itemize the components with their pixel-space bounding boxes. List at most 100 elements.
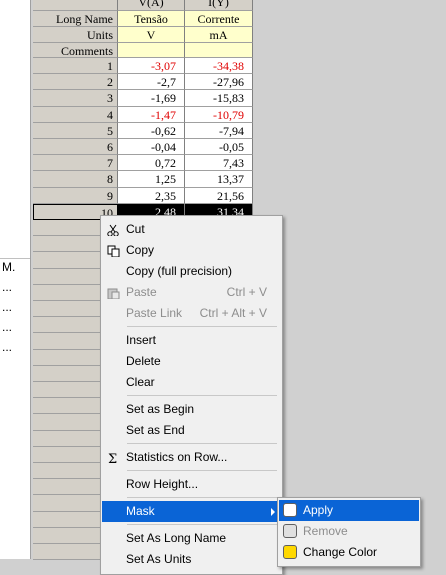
data-cell[interactable]: -1,47 [118, 106, 185, 123]
menu-item[interactable]: Cut [102, 219, 281, 240]
menu-item[interactable]: Statistics on Row... Σ [102, 447, 281, 468]
menu-item[interactable]: Set as End [102, 420, 281, 441]
menu-label: Cut [126, 222, 145, 236]
submenu-item: Remove [279, 521, 419, 542]
menu-item: Paste Link Ctrl + Alt + V [102, 303, 281, 324]
submenu-label: Apply [303, 503, 334, 517]
data-cell[interactable]: 13,37 [185, 171, 253, 188]
menu-icon: Σ [107, 451, 120, 464]
data-cell[interactable]: -7,94 [185, 122, 253, 139]
row-header: 7 [33, 155, 118, 172]
menu-label: Row Height... [126, 477, 199, 491]
menu-item[interactable]: Delete [102, 351, 281, 372]
submenu-icon [283, 524, 297, 538]
meta-cell: mA [185, 27, 253, 43]
tree-item: M. [2, 260, 16, 274]
meta-cell: Tensão [118, 11, 185, 27]
submenu-icon [283, 545, 297, 559]
row-label: Long Name [33, 11, 118, 27]
menu-icon [107, 223, 120, 236]
menu-item[interactable]: Copy [102, 240, 281, 261]
menu-label: Set as End [126, 423, 185, 437]
menu-label: Mask [126, 504, 155, 518]
svg-text:Σ: Σ [108, 452, 117, 464]
menu-item[interactable]: Set As Long Name [102, 528, 281, 549]
submenu-item[interactable]: Change Color [279, 542, 419, 563]
menu-icon [107, 286, 120, 299]
menu-label: Copy (full precision) [126, 264, 233, 278]
data-cell[interactable]: -1,69 [118, 90, 185, 107]
menu-icon [107, 244, 120, 257]
row-label: Units [33, 27, 118, 43]
divider [0, 258, 30, 259]
row-header: 4 [33, 106, 118, 123]
data-cell[interactable]: 1,25 [118, 171, 185, 188]
data-cell[interactable]: -3,07 [118, 58, 185, 75]
data-cell[interactable]: 21,56 [185, 187, 253, 204]
menu-label: Insert [126, 333, 157, 347]
row-label: Comments [33, 43, 118, 58]
row-header: 1 [33, 58, 118, 75]
submenu-label: Change Color [303, 545, 378, 559]
menu-item[interactable]: Set as Begin [102, 399, 281, 420]
context-menu: Cut Copy Copy (full precision) Paste Ctrl + … [100, 215, 283, 575]
menu-separator [127, 470, 277, 471]
menu-item[interactable]: Clear [102, 372, 281, 393]
menu-label: Paste Link [126, 306, 183, 320]
menu-label: Set as Begin [126, 402, 195, 416]
submenu-icon [283, 503, 297, 517]
tree-item: ... [2, 340, 13, 354]
submenu-label: Remove [303, 524, 348, 538]
row-header: 5 [33, 122, 118, 139]
data-cell[interactable]: -10,79 [185, 106, 253, 123]
row-header: 8 [33, 171, 118, 188]
menu-label: Set As Units [126, 552, 192, 566]
left-panel: M............. [0, 0, 31, 559]
submenu: Apply Remove Change Color [277, 497, 421, 567]
data-cell[interactable]: -0,04 [118, 139, 185, 156]
data-cell[interactable]: -15,83 [185, 90, 253, 107]
meta-cell [185, 43, 253, 58]
data-cell[interactable]: -2,7 [118, 74, 185, 91]
menu-item[interactable]: Copy (full precision) [102, 261, 281, 282]
tree-item: ... [2, 320, 13, 334]
menu-separator [127, 395, 277, 396]
menu-label: Paste [126, 285, 157, 299]
menu-separator [127, 524, 277, 525]
meta-cell: Corrente [185, 11, 253, 27]
submenu-item[interactable]: Apply [279, 500, 419, 521]
data-cell[interactable]: 7,43 [185, 155, 253, 172]
menu-separator [127, 443, 277, 444]
menu-item: Paste Ctrl + V [102, 282, 281, 303]
meta-cell [118, 43, 185, 58]
menu-item[interactable]: Mask [102, 501, 281, 522]
menu-shortcut: Ctrl + Alt + V [199, 306, 267, 320]
row-header: 3 [33, 90, 118, 107]
menu-label: Clear [126, 375, 155, 389]
data-cell[interactable]: -0,05 [185, 139, 253, 156]
menu-item[interactable]: Set As Units [102, 549, 281, 570]
column-header: V(A) [118, 0, 185, 11]
menu-separator [127, 326, 277, 327]
data-cell[interactable]: -0,62 [118, 122, 185, 139]
menu-label: Delete [126, 354, 161, 368]
menu-item[interactable]: Row Height... [102, 474, 281, 495]
meta-cell: V [118, 27, 185, 43]
row-header: 9 [33, 187, 118, 204]
menu-label: Copy [126, 243, 155, 257]
column-header-bg [33, 0, 118, 11]
row-header: 2 [33, 74, 118, 91]
tree-item: ... [2, 300, 13, 314]
menu-separator [127, 497, 277, 498]
submenu-arrow [271, 508, 275, 516]
menu-label: Set As Long Name [126, 531, 227, 545]
data-cell[interactable]: -27,96 [185, 74, 253, 91]
data-cell[interactable]: -34,38 [185, 58, 253, 75]
data-cell[interactable]: 2,35 [118, 187, 185, 204]
tree-item: ... [2, 280, 13, 294]
data-cell[interactable]: 0,72 [118, 155, 185, 172]
menu-item[interactable]: Insert [102, 330, 281, 351]
menu-label: Statistics on Row... [126, 450, 228, 464]
menu-shortcut: Ctrl + V [226, 285, 267, 299]
screen: M............. V(A) I(Y) Long Name Tensão Co… [0, 0, 421, 575]
